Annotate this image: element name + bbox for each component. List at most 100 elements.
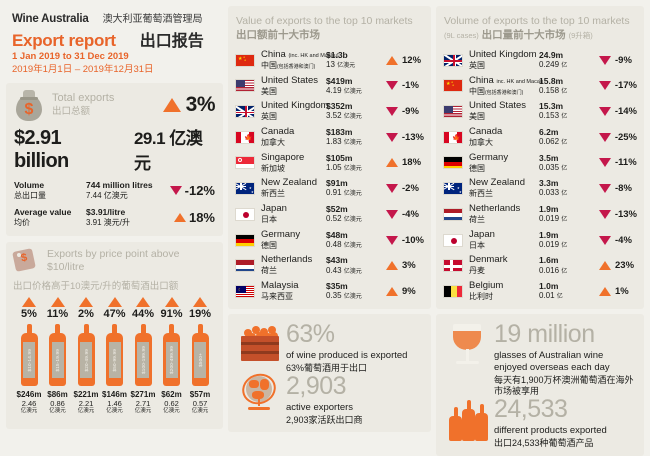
volume-of-exports-panel: Volume of exports to the top 10 markets … [436,6,644,310]
market-name-cn: 丹麦 [469,266,485,276]
average-value-row: Average value 均价 $3.91/litre 3.91 澳元/升 1… [14,207,215,228]
price-band[interactable]: 91% $200-499.99 $62m 0.62 亿澳元 [158,296,186,415]
wine-bottle-icon: $100-199.99 [134,323,152,386]
brand-name: Wine Australia [12,13,89,25]
price-band[interactable]: 44% $100-199.99 $271m 2.71 亿澳元 [129,296,157,415]
market-row[interactable]: Belgium 比利时 1.0m 0.01 亿 1% [443,279,637,305]
average-value-label: Average value 均价 [14,207,86,228]
market-change-value: -13% [401,131,424,143]
market-change: -4% [595,235,637,246]
market-name-en: United Kingdom [469,48,537,60]
market-value-primary: 6.2m [539,126,559,137]
value-of-exports-title-en: Value of exports to the top 10 markets [236,15,413,27]
market-row[interactable]: ★ ★ New Zealand 新西兰 3.3m 0.033 亿 -8% [443,176,637,202]
market-value-primary: $105m [326,152,353,163]
market-change-value: -8% [615,183,632,195]
market-value: $35m 0.35 亿澳元 [326,281,382,302]
market-value: 3.3m 0.033 亿 [539,178,595,199]
market-row[interactable]: Japan 日本 1.9m 0.019 亿 -4% [443,227,637,253]
market-change-value: -13% [614,208,637,220]
market-row[interactable]: 🍁 Canada 加拿大 $183m 1.83 亿澳元 -13% [235,124,424,150]
price-band-label: $20-49.99 [83,348,89,372]
market-row[interactable]: Germany 德国 $48m 0.48 亿澳元 -10% [235,227,424,253]
price-band[interactable]: 47% $50-99.99 $146m 1.46 亿澳元 [101,296,129,415]
price-band-growth: 11% [46,307,69,320]
flag-china-icon: ★ ★ ★ [235,53,255,67]
market-name-cn: 美国 [469,112,485,122]
market-name-en: Singapore [261,151,305,163]
market-row[interactable]: United Kingdom 英国 $352m 3.52 亿澳元 -9% [235,99,424,125]
market-change-value: -1% [402,80,419,92]
price-band-label: $15-19.99 [55,348,60,372]
market-value-secondary: 4.19 亿澳元 [326,85,362,95]
market-name: United States 美国 [469,100,539,122]
market-row[interactable]: ★ ★ New Zealand 新西兰 $91m 0.91 亿澳元 -2% [235,176,424,202]
flag-united-states-icon [443,105,463,119]
grape-basket-icon [236,322,284,362]
stat-active-exporters-text: 2,903 active exporters 2,903家活跃出口商 [286,374,363,426]
average-value-value-cn: 3.91 澳元/升 [86,218,131,228]
market-name: Canada 加拿大 [469,126,539,148]
market-row[interactable]: Singapore 新加坡 $105m 1.05 亿澳元 18% [235,150,424,176]
market-value-secondary: 1.05 亿澳元 [326,162,362,172]
value-of-exports-title: Value of exports to the top 10 markets 出… [228,6,431,47]
market-row[interactable]: ☾ Malaysia 马来西亚 $35m 0.35 亿澳元 9% [235,279,424,305]
value-of-exports-title-cn: 出口额前十大市场 [236,29,320,42]
market-row[interactable]: United States 美国 15.3m 0.153 亿 -14% [443,99,637,125]
market-value-primary: 15.8m [539,75,564,86]
triangle-up-icon [599,261,611,271]
market-name-en: Denmark [469,254,508,266]
price-band-amount-cny: 1.46 亿澳元 [106,398,123,415]
triangle-up-icon [162,97,181,112]
market-row[interactable]: Netherlands 荷兰 1.9m 0.019 亿 -13% [443,201,637,227]
triangle-down-icon [599,235,611,245]
volume-change: -12% [169,182,215,198]
volume-of-exports-title: Volume of exports to the top 10 markets … [436,6,644,47]
market-row[interactable]: 🍁 Canada 加拿大 6.2m 0.062 亿 -25% [443,124,637,150]
market-row[interactable]: ★ ★ ★ China (inc. HK and Macau) 中国(包括香港和澳门) $… [235,47,424,73]
market-name: Netherlands 荷兰 [261,254,326,276]
average-value-value: $3.91/litre 3.91 澳元/升 [86,207,166,228]
market-row[interactable]: Netherlands 荷兰 $43m 0.43 亿澳元 3% [235,253,424,279]
triangle-down-icon [598,107,611,117]
average-value-change: 18% [173,210,215,225]
market-change-value: -10% [401,234,424,246]
market-value: $43m 0.43 亿澳元 [326,255,382,276]
market-row[interactable]: Denmark 丹麦 1.6m 0.016 亿 23% [443,253,637,279]
average-value-label-cn: 均价 [14,218,30,228]
date-range-cn: 2019年1月1日 – 2019年12月31日 [12,63,154,75]
market-value: $183m 1.83 亿澳元 [326,127,382,148]
total-exports-label: Total exports 出口总额 [52,92,114,118]
market-change: 23% [595,260,637,271]
market-value-secondary: 0.035 亿 [539,162,568,172]
price-band[interactable]: 5% $10-14.99 $246m 2.46 亿澳元 [15,296,43,415]
market-row[interactable]: United States 美国 $419m 4.19 亿澳元 -1% [235,73,424,99]
market-name: Singapore 新加坡 [261,151,326,174]
stat-active-exporters-number: 2,903 [286,372,347,401]
market-row[interactable]: Germany 德国 3.5m 0.035 亿 -11% [443,150,637,176]
price-band[interactable]: 2% $20-49.99 $221m 2.21 亿澳元 [72,296,100,415]
flag-united-kingdom-icon [443,53,463,67]
brand-name-cn: 澳大利亚葡萄酒管理局 [102,14,203,25]
market-row[interactable]: ★ ★ ★ China inc. HK and Macau 中国(包括香港和澳门) 15.… [443,73,637,99]
market-change: -9% [382,106,424,117]
price-band[interactable]: 11% $15-19.99 $86m 0.86 亿澳元 [44,296,72,415]
volume-row: Volume 总出口量 744 million litres 7.44 亿澳元 … [14,180,215,201]
volume-change-value: -12% [184,182,215,198]
triangle-down-icon [599,55,611,65]
wine-bottle-icon: $15-19.99 [49,323,66,386]
price-tag-icon: $ [12,247,41,272]
market-name-cn: 新加坡 [261,163,285,173]
price-band[interactable]: 19% $500+ $57m 0.57 亿澳元 [186,296,214,415]
market-name: New Zealand 新西兰 [469,177,539,199]
market-change: -14% [595,106,637,117]
market-value-secondary: 0.48 亿澳元 [326,239,362,249]
market-name: United Kingdom 英国 [469,48,539,71]
price-band-amount-cny: 2.21 亿澳元 [77,398,95,415]
market-row[interactable]: Japan 日本 $52m 0.52 亿澳元 -4% [235,201,424,227]
market-value: $105m 1.05 亿澳元 [326,153,382,174]
market-value-secondary: 0.91 亿澳元 [326,188,362,198]
market-row[interactable]: United Kingdom 英国 24.9m 0.249 亿 -9% [443,47,637,73]
market-change: -13% [382,132,424,143]
market-name: Germany 德国 [469,152,539,174]
